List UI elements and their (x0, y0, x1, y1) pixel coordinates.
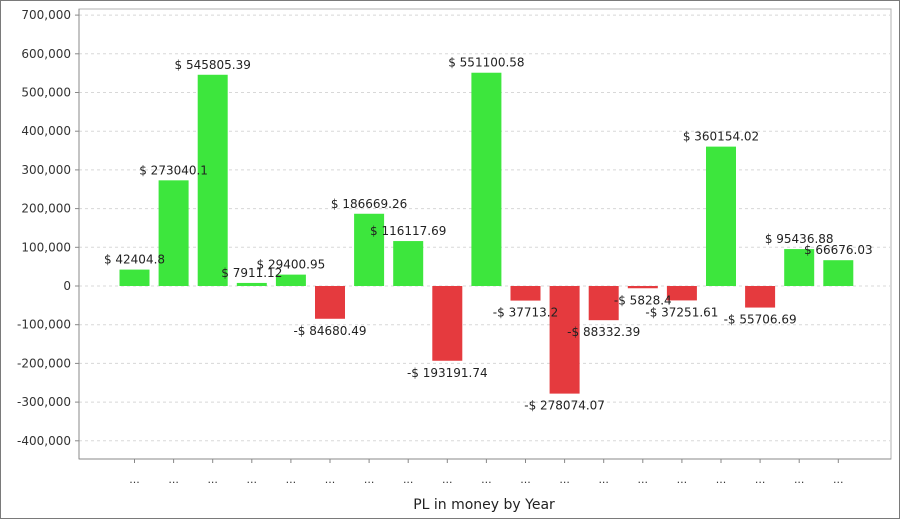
x-tick-label: ... (247, 473, 258, 486)
x-axis-title: PL in money by Year (413, 497, 555, 513)
x-tick-label: ... (755, 473, 766, 486)
bar (432, 286, 463, 361)
y-tick-label: 400,000 (21, 124, 71, 138)
y-tick-label: 200,000 (21, 202, 71, 216)
data-label: $ 273040.1 (139, 163, 208, 177)
y-tick-label: 500,000 (21, 86, 71, 100)
y-tick-label: 300,000 (21, 163, 71, 177)
data-label: $ 66676.03 (804, 243, 873, 257)
bar (666, 286, 697, 301)
data-label: -$ 84680.49 (293, 324, 366, 338)
x-tick-label: ... (207, 473, 218, 486)
x-tick-label: ... (442, 473, 453, 486)
x-tick-label: ... (325, 473, 336, 486)
bar (197, 74, 228, 286)
bar (236, 282, 267, 286)
x-tick-label: ... (520, 473, 531, 486)
bars (119, 72, 854, 394)
y-tick-label: -400,000 (17, 434, 71, 448)
y-axis: 700,000 600,000 500,000 400,000 300,000 200,0… (17, 8, 80, 459)
bar (745, 286, 776, 308)
data-label: -$ 88332.39 (567, 325, 640, 339)
x-tick-label: ... (129, 473, 140, 486)
data-labels: $ 42404.8$ 273040.1$ 545805.39$ 7911.12$… (104, 56, 873, 413)
x-tick-label: ... (598, 473, 609, 486)
x-tick-label: ... (403, 473, 414, 486)
data-label: $ 186669.26 (331, 197, 407, 211)
x-tick-label: ... (364, 473, 375, 486)
data-label: -$ 193191.74 (407, 366, 488, 380)
x-tick-label: ... (286, 473, 297, 486)
x-tick-label: ... (794, 473, 805, 486)
data-label: $ 551100.58 (448, 56, 524, 70)
bar (275, 274, 306, 286)
data-label: -$ 55706.69 (724, 313, 797, 327)
bar (354, 213, 385, 286)
bar (784, 249, 815, 286)
data-label: $ 42404.8 (104, 253, 165, 267)
y-tick-label: 0 (63, 279, 71, 293)
bar (588, 286, 619, 321)
data-label: $ 7911.12 (221, 266, 282, 280)
bar (315, 286, 345, 319)
data-label: $ 116117.69 (370, 224, 446, 238)
data-label: $ 360154.02 (683, 130, 759, 144)
y-tick-label: 100,000 (21, 240, 71, 254)
bar (549, 286, 580, 394)
y-tick-label: -100,000 (17, 318, 71, 332)
x-tick-label: ... (559, 473, 570, 486)
x-tick-label: ... (833, 473, 844, 486)
y-tick-label: 700,000 (21, 8, 71, 22)
y-tick-label: -200,000 (17, 356, 71, 370)
x-tick-label: ... (481, 473, 492, 486)
x-tick-label: ... (168, 473, 179, 486)
data-label: -$ 37251.61 (645, 305, 718, 319)
bar (823, 260, 854, 286)
y-tick-label: 600,000 (21, 47, 71, 61)
bar (706, 146, 736, 286)
bar (627, 286, 658, 289)
data-label: -$ 37713.2 (493, 306, 558, 320)
bar (510, 286, 541, 301)
bar (158, 180, 189, 286)
data-label: $ 29400.95 (257, 258, 326, 272)
data-label: $ 95436.88 (765, 232, 834, 246)
x-tick-label: ... (638, 473, 649, 486)
bar (393, 241, 424, 286)
data-label: -$ 278074.07 (524, 399, 605, 413)
bar (119, 269, 150, 286)
x-axis: ........................................… (79, 458, 891, 486)
bar (471, 72, 502, 286)
data-label: -$ 5828.4 (614, 293, 672, 307)
data-label: $ 545805.39 (175, 58, 251, 72)
x-tick-label: ... (716, 473, 727, 486)
x-tick-label: ... (677, 473, 688, 486)
y-tick-label: -300,000 (17, 395, 71, 409)
